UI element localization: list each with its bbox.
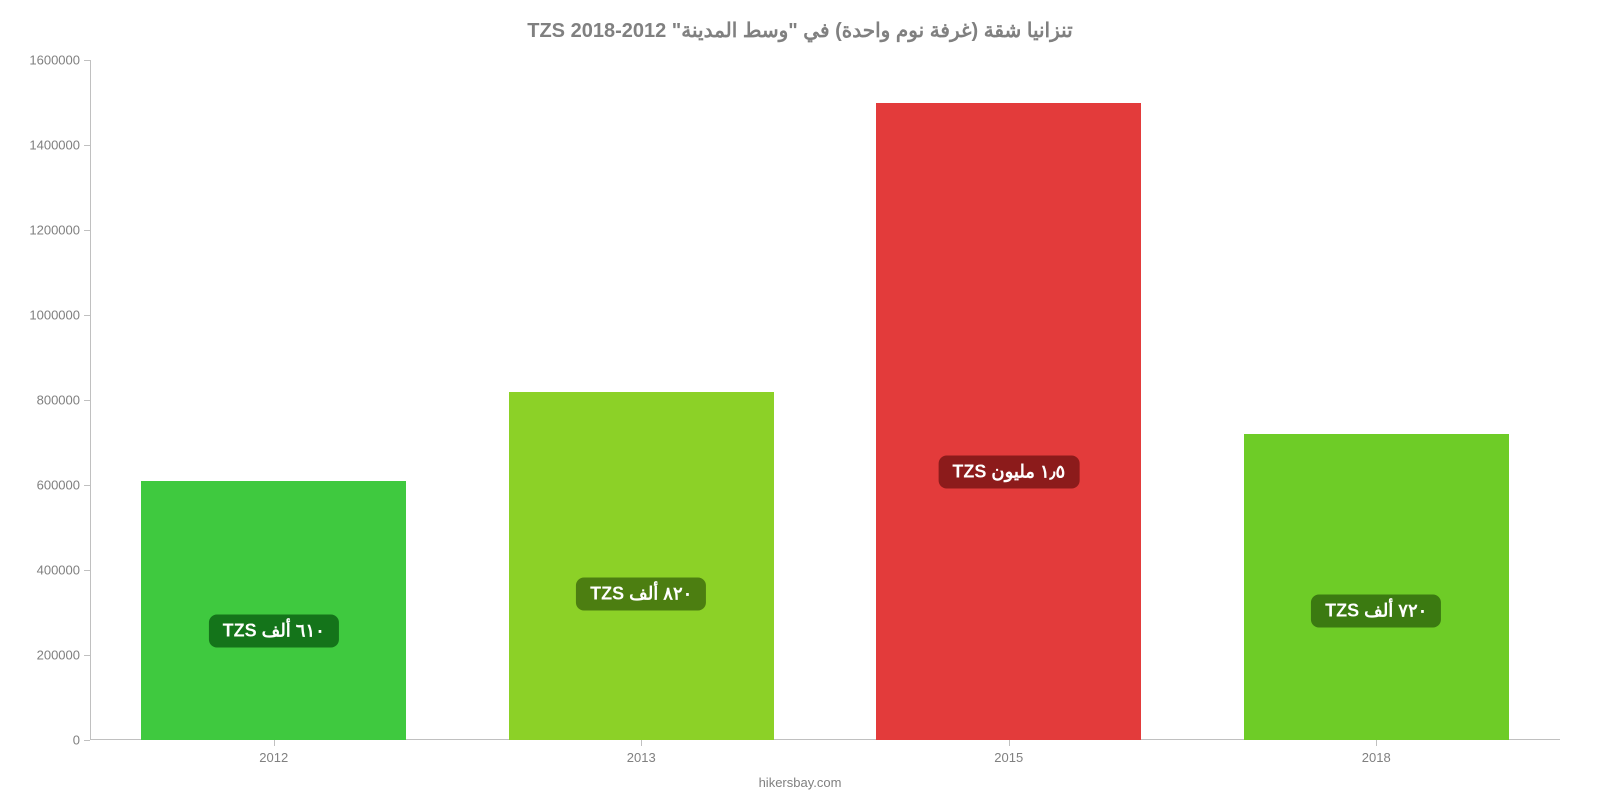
bar — [141, 481, 406, 740]
y-tick-mark — [84, 655, 90, 656]
bar-value-label: ٨٢٠ ألف TZS — [576, 577, 706, 610]
y-tick-label: 800000 — [10, 393, 80, 408]
bar-value-label: ١٫٥ مليون TZS — [938, 456, 1079, 489]
y-tick-mark — [84, 740, 90, 741]
x-tick-mark — [641, 740, 642, 746]
bar — [1244, 434, 1509, 740]
bar — [876, 103, 1141, 741]
x-tick-label: 2015 — [994, 750, 1023, 765]
bar-value-label: ٦١٠ ألف TZS — [209, 615, 339, 648]
chart-title: تنزانيا شقة (غرفة نوم واحدة) في "وسط الم… — [0, 0, 1600, 43]
y-tick-mark — [84, 60, 90, 61]
y-tick-mark — [84, 485, 90, 486]
x-tick-label: 2012 — [259, 750, 288, 765]
x-tick-label: 2013 — [627, 750, 656, 765]
chart-footer: hikersbay.com — [0, 775, 1600, 790]
y-tick-label: 1400000 — [10, 138, 80, 153]
y-tick-mark — [84, 230, 90, 231]
y-tick-label: 600000 — [10, 478, 80, 493]
y-axis-line — [90, 60, 91, 740]
plot-area: 0200000400000600000800000100000012000001… — [90, 60, 1560, 740]
x-tick-mark — [1376, 740, 1377, 746]
x-tick-mark — [274, 740, 275, 746]
y-tick-mark — [84, 400, 90, 401]
y-tick-label: 400000 — [10, 563, 80, 578]
x-tick-label: 2018 — [1362, 750, 1391, 765]
chart-container: تنزانيا شقة (غرفة نوم واحدة) في "وسط الم… — [0, 0, 1600, 800]
y-tick-label: 1200000 — [10, 223, 80, 238]
y-tick-label: 0 — [10, 733, 80, 748]
y-tick-label: 1000000 — [10, 308, 80, 323]
x-tick-mark — [1009, 740, 1010, 746]
y-tick-mark — [84, 145, 90, 146]
y-tick-mark — [84, 315, 90, 316]
y-tick-label: 1600000 — [10, 53, 80, 68]
y-tick-label: 200000 — [10, 648, 80, 663]
y-tick-mark — [84, 570, 90, 571]
bar-value-label: ٧٢٠ ألف TZS — [1311, 595, 1441, 628]
bar — [509, 392, 774, 741]
